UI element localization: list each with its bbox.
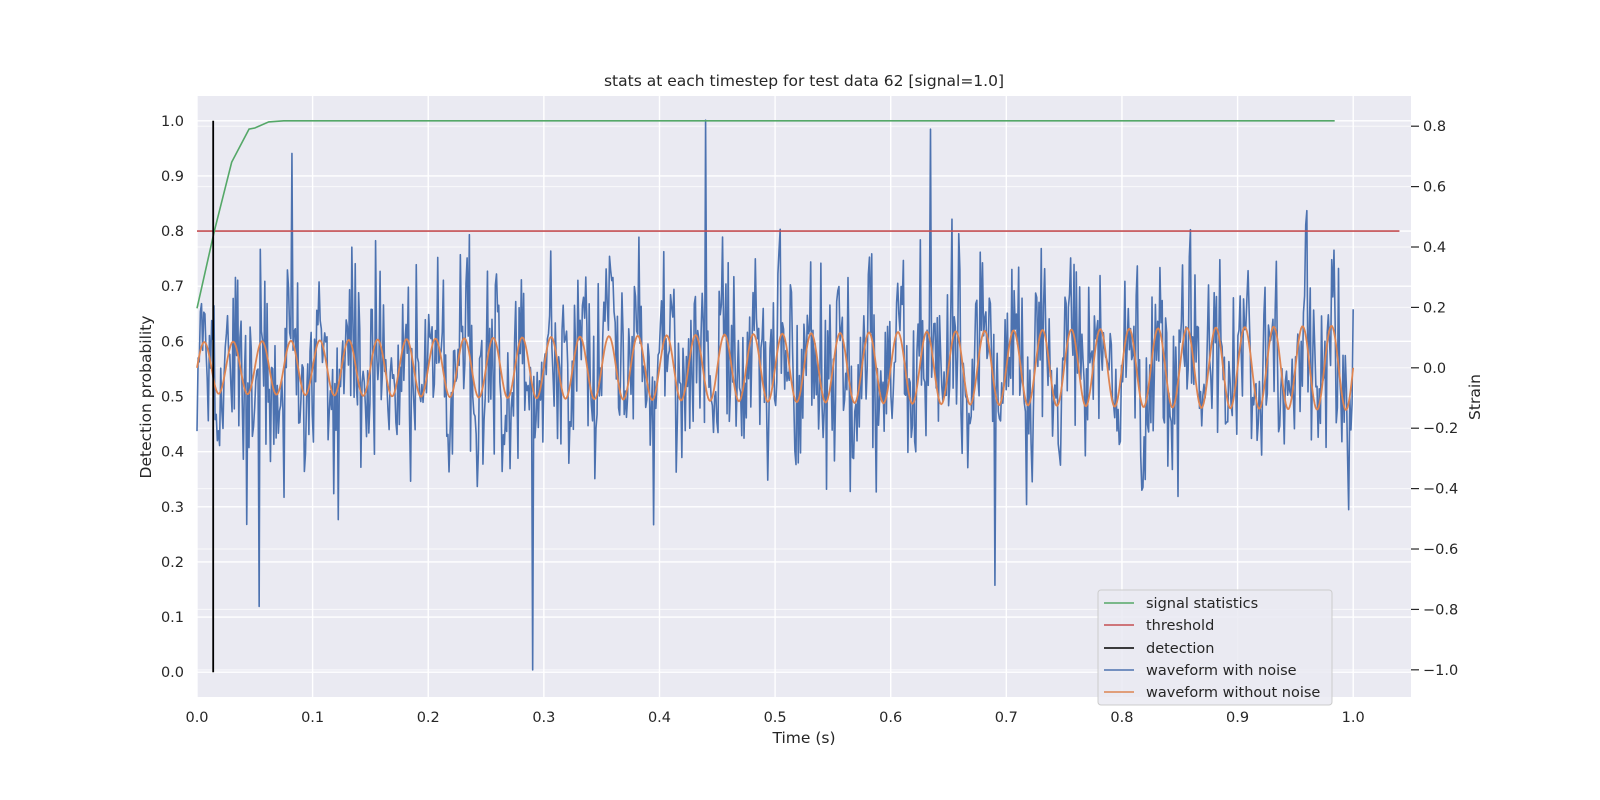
- y-right-tick-label: −0.8: [1423, 602, 1458, 618]
- y-right-tick-label: 0.2: [1423, 300, 1446, 316]
- chart-title: stats at each timestep for test data 62 …: [604, 72, 1004, 90]
- y-left-tick-label: 0.7: [161, 279, 184, 295]
- legend-label-signal-statistics: signal statistics: [1146, 596, 1258, 612]
- x-tick-label: 0.0: [185, 710, 208, 726]
- legend-label-waveform-with-noise: waveform with noise: [1146, 663, 1297, 679]
- x-tick-label: 0.7: [995, 710, 1018, 726]
- y-axis-left-label: Detection probability: [137, 316, 155, 479]
- series-waveform-with-noise: [196, 119, 1354, 671]
- y-left-tick-label: 1.0: [161, 114, 184, 130]
- x-tick-label: 0.1: [301, 710, 324, 726]
- y-left-tick-label: 0.8: [161, 224, 184, 240]
- x-tick-label: 1.0: [1342, 710, 1365, 726]
- series-layer: [196, 119, 1400, 673]
- y-left-tick-label: 0.3: [161, 500, 184, 516]
- y-left-tick-label: 0.1: [161, 610, 184, 626]
- y-left-tick-label: 0.2: [161, 555, 184, 571]
- x-tick-label: 0.8: [1110, 710, 1133, 726]
- x-tick-label: 0.5: [764, 710, 787, 726]
- x-tick-label: 0.6: [879, 710, 902, 726]
- y-left-tick-label: 0.6: [161, 334, 184, 350]
- y-left-tick-label: 0.0: [161, 665, 184, 681]
- x-tick-label: 0.4: [648, 710, 671, 726]
- y-left-tick-label: 0.4: [161, 445, 184, 461]
- legend-label-detection: detection: [1146, 641, 1214, 657]
- x-tick-label: 0.2: [417, 710, 440, 726]
- y-right-tick-label: 0.0: [1423, 361, 1446, 377]
- y-left-tick-label: 0.5: [161, 390, 184, 406]
- y-axis-right-label: Strain: [1466, 374, 1484, 420]
- legend-label-threshold: threshold: [1146, 618, 1214, 634]
- series-waveform-without-noise: [196, 325, 1355, 411]
- x-tick-label: 0.9: [1226, 710, 1249, 726]
- y-left-tick-label: 0.9: [161, 169, 184, 185]
- legend: signal statistics threshold detection wa…: [1097, 589, 1333, 706]
- legend-label-waveform-without-noise: waveform without noise: [1146, 685, 1320, 701]
- y-right-tick-label: −0.2: [1423, 421, 1458, 437]
- y-right-tick-label: −0.6: [1423, 542, 1458, 558]
- y-right-tick-label: −1.0: [1423, 663, 1458, 679]
- y-right-tick-label: 0.6: [1423, 180, 1446, 196]
- legend-box: [1097, 589, 1333, 706]
- x-axis-label: Time (s): [771, 729, 835, 747]
- y-right-tick-label: 0.4: [1423, 240, 1446, 256]
- y-right-tick-label: −0.4: [1423, 482, 1458, 498]
- series-signal-statistics: [196, 120, 1335, 309]
- y-right-tick-label: 0.8: [1423, 119, 1446, 135]
- x-tick-label: 0.3: [532, 710, 555, 726]
- ticks: 0.0 0.1 0.2 0.3 0.4 0.5 0.6 0.7 0.8 0.9 1.0 0.0 0.1 0…: [161, 114, 1458, 726]
